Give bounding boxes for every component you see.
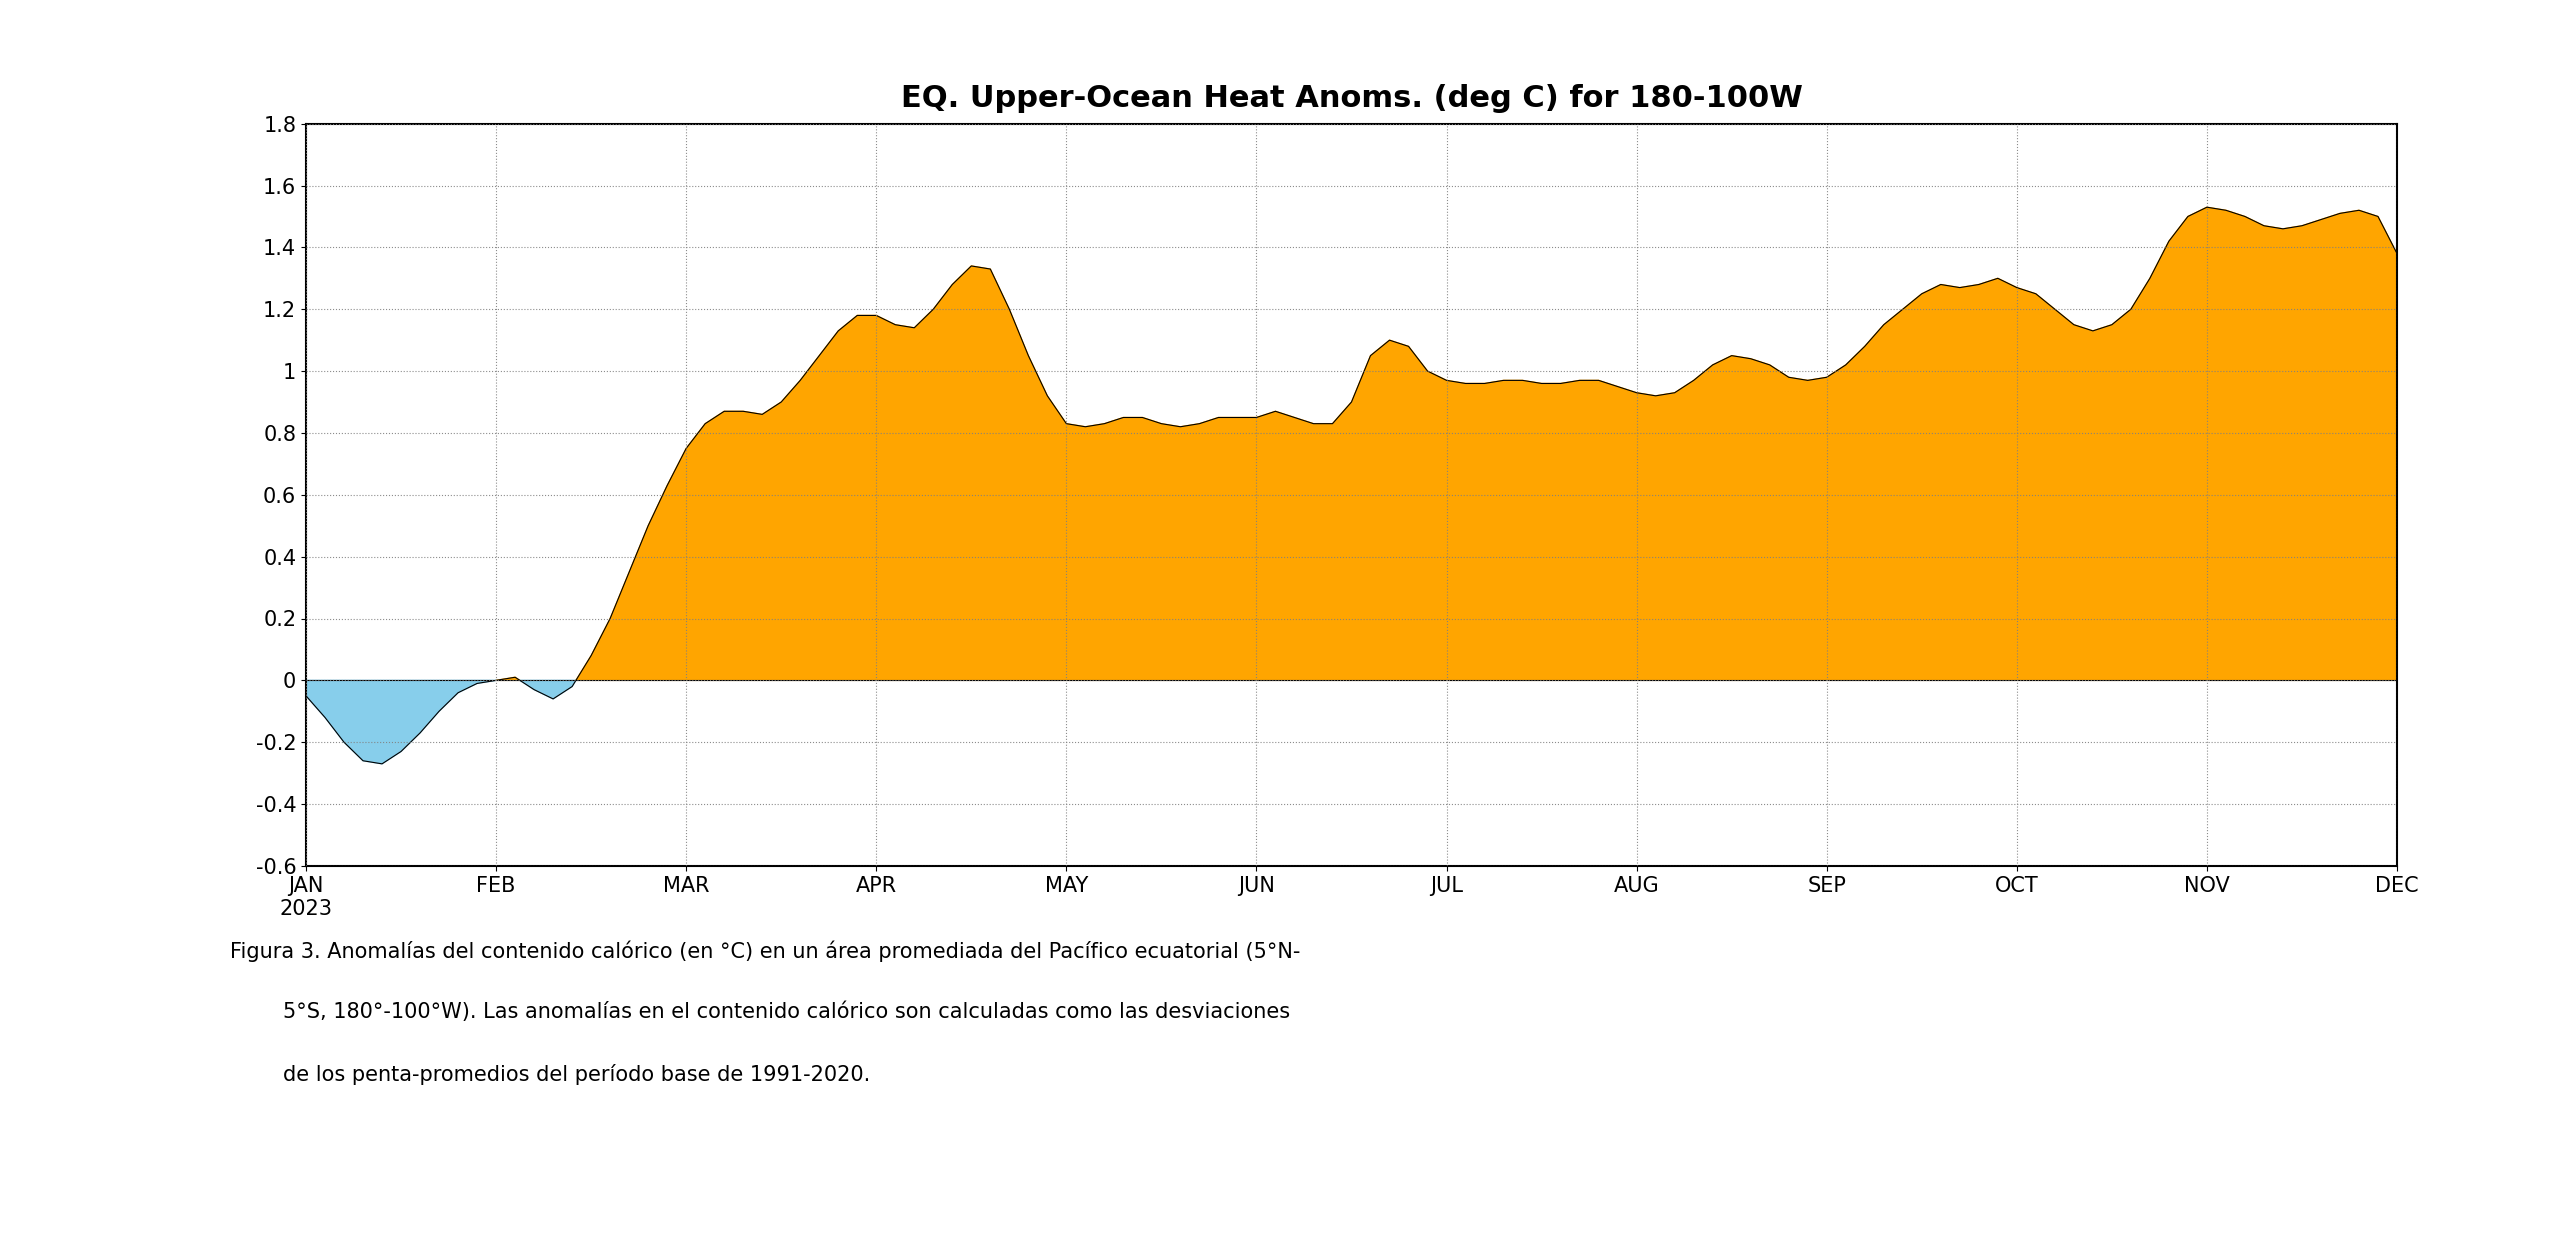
Text: 5°S, 180°-100°W). Las anomalías en el contenido calórico son calculadas como las: 5°S, 180°-100°W). Las anomalías en el co… xyxy=(230,1002,1290,1023)
Text: de los penta-promedios del período base de 1991-2020.: de los penta-promedios del período base … xyxy=(230,1064,870,1085)
Text: Figura 3. Anomalías del contenido calórico (en °C) en un área promediada del Pac: Figura 3. Anomalías del contenido calóri… xyxy=(230,940,1300,961)
Title: EQ. Upper-Ocean Heat Anoms. (deg C) for 180-100W: EQ. Upper-Ocean Heat Anoms. (deg C) for … xyxy=(900,84,1803,113)
